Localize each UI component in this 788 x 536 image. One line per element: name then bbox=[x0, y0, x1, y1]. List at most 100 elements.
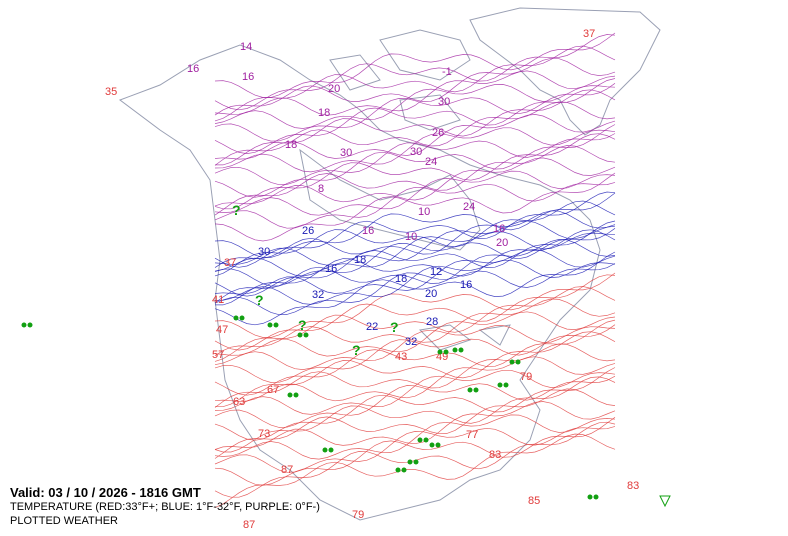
wx-symbol: ? bbox=[390, 319, 399, 335]
contour-label: 10 bbox=[405, 231, 417, 243]
weather-symbols: ????? bbox=[21, 202, 671, 508]
rain-dot bbox=[503, 382, 509, 388]
rain-dot bbox=[593, 494, 599, 500]
contour-label: 16 bbox=[325, 263, 337, 275]
contour-label: 85 bbox=[528, 495, 540, 507]
isotherm bbox=[214, 401, 616, 450]
contour-label: 37 bbox=[224, 257, 236, 269]
isotherm bbox=[214, 433, 616, 509]
isotherm bbox=[214, 133, 616, 210]
rain-dot bbox=[423, 437, 429, 443]
wx-symbol: ? bbox=[298, 317, 307, 333]
rain-dot bbox=[273, 322, 279, 328]
rain-dot bbox=[297, 332, 303, 338]
contour-label: 79 bbox=[352, 509, 364, 521]
isotherm bbox=[214, 319, 616, 396]
isotherm bbox=[214, 325, 616, 370]
rain-dot bbox=[233, 315, 239, 321]
contour-label: 10 bbox=[418, 206, 430, 218]
isotherm bbox=[214, 220, 616, 266]
contour-label: 8 bbox=[318, 183, 324, 195]
contour-label: 18 bbox=[395, 273, 407, 285]
rain-dot bbox=[515, 359, 521, 365]
rain-dot bbox=[328, 447, 334, 453]
wx-symbol: ? bbox=[352, 342, 361, 358]
rain-dot bbox=[458, 347, 464, 353]
isotherm bbox=[214, 172, 616, 242]
plotted-text: PLOTTED WEATHER bbox=[10, 515, 118, 527]
contour-label: 12 bbox=[430, 266, 442, 278]
isotherm bbox=[214, 259, 616, 305]
rain-dot bbox=[413, 459, 419, 465]
legend-text: TEMPERATURE (RED:33°F+; BLUE: 1°F-32°F, … bbox=[10, 501, 320, 513]
contour-label: 35 bbox=[105, 86, 117, 98]
contour-label: 26 bbox=[302, 225, 314, 237]
rain-dot bbox=[395, 467, 401, 473]
contour-label: 30 bbox=[438, 96, 450, 108]
rain-dot bbox=[239, 315, 245, 321]
contour-label: 41 bbox=[212, 294, 224, 306]
isotherm bbox=[214, 70, 616, 116]
isotherm bbox=[214, 157, 616, 207]
rain-dot bbox=[509, 359, 515, 365]
rain-dot bbox=[443, 349, 449, 355]
contour-label: 87 bbox=[243, 519, 255, 531]
isotherm bbox=[214, 78, 616, 154]
rain-dot bbox=[27, 322, 33, 328]
rain-dot bbox=[473, 387, 479, 393]
contour-label: 87 bbox=[281, 464, 293, 476]
hudson-bay bbox=[299, 148, 481, 251]
rain-dot bbox=[437, 349, 443, 355]
contour-label: 18 bbox=[285, 139, 297, 151]
contour-label: 16 bbox=[187, 63, 199, 75]
isotherm bbox=[214, 414, 616, 460]
isotherm bbox=[214, 124, 616, 198]
contour-label: 16 bbox=[362, 225, 374, 237]
isotherm bbox=[214, 34, 616, 111]
isotherm bbox=[214, 251, 616, 326]
rain-dot bbox=[303, 332, 309, 338]
isotherm bbox=[215, 331, 616, 408]
isotherm bbox=[214, 356, 616, 402]
contour-label: 77 bbox=[466, 429, 478, 441]
isotherm bbox=[215, 229, 616, 306]
rain-dot bbox=[21, 322, 27, 328]
isotherm bbox=[214, 228, 616, 287]
contour-label: 22 bbox=[366, 321, 378, 333]
contour-label: 83 bbox=[627, 480, 639, 492]
isotherm bbox=[214, 84, 616, 129]
wx-symbol: ? bbox=[232, 202, 241, 218]
isotherm bbox=[214, 274, 616, 351]
rain-dot bbox=[467, 387, 473, 393]
contour-label: 16 bbox=[493, 223, 505, 235]
isotherm bbox=[214, 324, 616, 383]
contour-label: 26 bbox=[432, 127, 444, 139]
isotherm bbox=[214, 170, 616, 216]
contour-label: 18 bbox=[354, 254, 366, 266]
contour-label: 28 bbox=[426, 316, 438, 328]
isotherm bbox=[214, 220, 616, 297]
contour-label: 16 bbox=[460, 279, 472, 291]
contours bbox=[214, 32, 616, 509]
isotherm bbox=[214, 367, 616, 441]
contour-label: 20 bbox=[425, 288, 437, 300]
wx-symbol: ? bbox=[255, 292, 264, 308]
coastlines bbox=[118, 7, 661, 521]
rain-dot bbox=[267, 322, 273, 328]
rain-dot bbox=[452, 347, 458, 353]
contour-label: 67 bbox=[267, 384, 279, 396]
arctic-islands bbox=[329, 29, 471, 131]
isotherm bbox=[214, 57, 616, 116]
isotherm bbox=[214, 192, 616, 258]
contour-label: 83 bbox=[489, 449, 501, 461]
contour-label: 18 bbox=[318, 107, 330, 119]
contour-label: 30 bbox=[258, 246, 270, 258]
contour-label: 73 bbox=[258, 428, 270, 440]
isotherm bbox=[214, 343, 616, 408]
rain-dot bbox=[435, 442, 441, 448]
contour-label: 63 bbox=[233, 396, 245, 408]
isotherm bbox=[214, 133, 616, 186]
contour-label: 43 bbox=[395, 351, 407, 363]
